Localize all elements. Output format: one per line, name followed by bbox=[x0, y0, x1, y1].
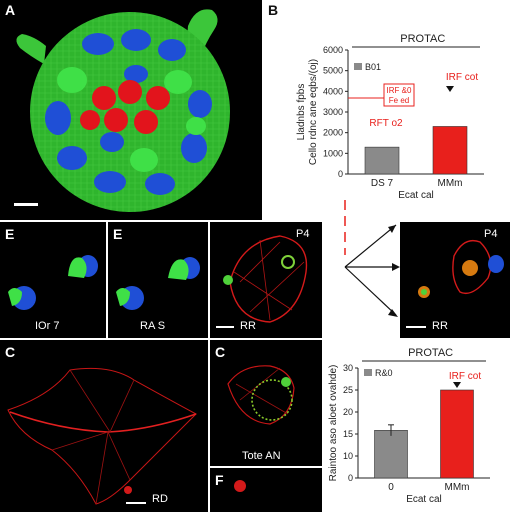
annotation-box-line2: Fe ed bbox=[389, 96, 409, 105]
x-axis-label: Ecat cal bbox=[398, 190, 434, 201]
y-tick-label: 25 bbox=[343, 385, 353, 395]
legend-swatch bbox=[364, 369, 372, 376]
panel-caption-e1: IOr 7 bbox=[35, 320, 60, 332]
bar-0 bbox=[374, 430, 408, 479]
spheroid-figure bbox=[14, 9, 230, 212]
panel-a-image: A bbox=[0, 0, 262, 220]
chart-b-top: PROTAC 0 1000 2000 3000 4000 5000 6000 B01 DS 7 MM… bbox=[282, 30, 510, 210]
annotation-arrowhead bbox=[453, 382, 461, 388]
chart-title: PROTAC bbox=[408, 347, 453, 359]
y-tick-label: 6000 bbox=[323, 45, 343, 55]
arrows-graphic bbox=[344, 200, 400, 317]
arrow-head-up bbox=[388, 225, 396, 233]
arrow-head-right bbox=[392, 263, 400, 271]
panel-f: F bbox=[210, 468, 322, 512]
panel-label-p4b: P4 bbox=[484, 228, 498, 240]
panel-p4a: P4 RR bbox=[210, 222, 322, 338]
panel-label-c2: C bbox=[215, 344, 226, 360]
panel-c1: C RD bbox=[0, 340, 208, 512]
panel-caption-c1: RD bbox=[152, 493, 168, 505]
x-axis-label: Ecat cal bbox=[406, 494, 442, 505]
annotation-gray-bar: RFT o2 bbox=[369, 118, 403, 129]
annotation-red-bar: IRF cot bbox=[449, 371, 481, 382]
x-tick-label: DS 7 bbox=[371, 178, 394, 189]
y-tick-label: 4000 bbox=[323, 86, 343, 96]
bar-1 bbox=[432, 126, 468, 175]
panel-label-f: F bbox=[215, 472, 224, 488]
y-axis-label-2: Lladnbs fpbs bbox=[296, 84, 307, 141]
y-tick-label: 15 bbox=[343, 429, 353, 439]
red-cells bbox=[80, 80, 170, 134]
legend-label: B01 bbox=[365, 62, 381, 72]
scale-bar-p4b bbox=[406, 326, 426, 328]
annotation-arrowhead bbox=[446, 86, 454, 92]
panel-caption-p4a: RR bbox=[240, 320, 256, 332]
panel-label-e2: E bbox=[113, 226, 123, 242]
y-tick-label: 0 bbox=[348, 473, 353, 483]
bar-0 bbox=[364, 146, 400, 175]
x-tick-label: MMm bbox=[438, 178, 463, 189]
annotation-red-bar: IRF cot bbox=[446, 72, 478, 83]
panel-c2: C Tote AN bbox=[210, 340, 322, 466]
annotation-box-line1: IRF &0 bbox=[387, 86, 412, 95]
y-tick-label: 10 bbox=[343, 451, 353, 461]
panel-label-p4a: P4 bbox=[296, 228, 310, 240]
panel-e1: E IOr 7 bbox=[0, 222, 106, 338]
scale-bar bbox=[14, 203, 38, 206]
x-tick-label: MMm bbox=[445, 482, 470, 493]
panel-label-b: B bbox=[268, 2, 279, 18]
green-nuclei bbox=[57, 67, 206, 172]
y-axis-label: Cello rdnc ane eqbs/(oj) bbox=[308, 59, 319, 165]
x-tick-label: 0 bbox=[388, 482, 394, 493]
y-tick-label: 0 bbox=[338, 169, 343, 179]
annotation-box bbox=[383, 83, 415, 107]
panel-label-e1: E bbox=[5, 226, 15, 242]
scale-bar-c1 bbox=[126, 502, 146, 504]
panel-caption-p4b: RR bbox=[432, 320, 448, 332]
chart-title: PROTAC bbox=[400, 33, 445, 45]
y-tick-label: 3000 bbox=[323, 107, 343, 117]
panel-label-a: A bbox=[5, 2, 16, 18]
legend-label: R&0 bbox=[375, 368, 393, 378]
y-tick-label: 20 bbox=[343, 407, 353, 417]
chart-bottom: PROTAC 0 10 15 20 25 30 R&0 0 MMm Ecat cal Raintoo … bbox=[324, 342, 510, 510]
y-tick-label: 1000 bbox=[323, 148, 343, 158]
blue-nuclei bbox=[45, 29, 212, 195]
panel-e2: E RA S bbox=[108, 222, 208, 338]
chart-top-svg: PROTAC 0 1000 2000 3000 4000 5000 6000 B01 DS 7 MM… bbox=[296, 33, 484, 201]
y-axis-label: Raintoo aso aloet ovahde) bbox=[328, 365, 339, 482]
y-tick-label: 30 bbox=[343, 363, 353, 373]
panel-label-c1: C bbox=[5, 344, 16, 360]
panel-p4b: P4 RR bbox=[400, 222, 510, 338]
legend-swatch bbox=[354, 63, 362, 70]
panel-caption-c2: Tote AN bbox=[242, 450, 281, 462]
y-tick-label: 5000 bbox=[323, 66, 343, 76]
panel-caption-e2: RA S bbox=[140, 320, 166, 332]
protrusion-left bbox=[16, 34, 46, 64]
bar-1 bbox=[440, 389, 474, 479]
y-tick-label: 2000 bbox=[323, 128, 343, 138]
arrow-head-down bbox=[388, 309, 398, 317]
scale-bar-p4a bbox=[216, 326, 234, 328]
